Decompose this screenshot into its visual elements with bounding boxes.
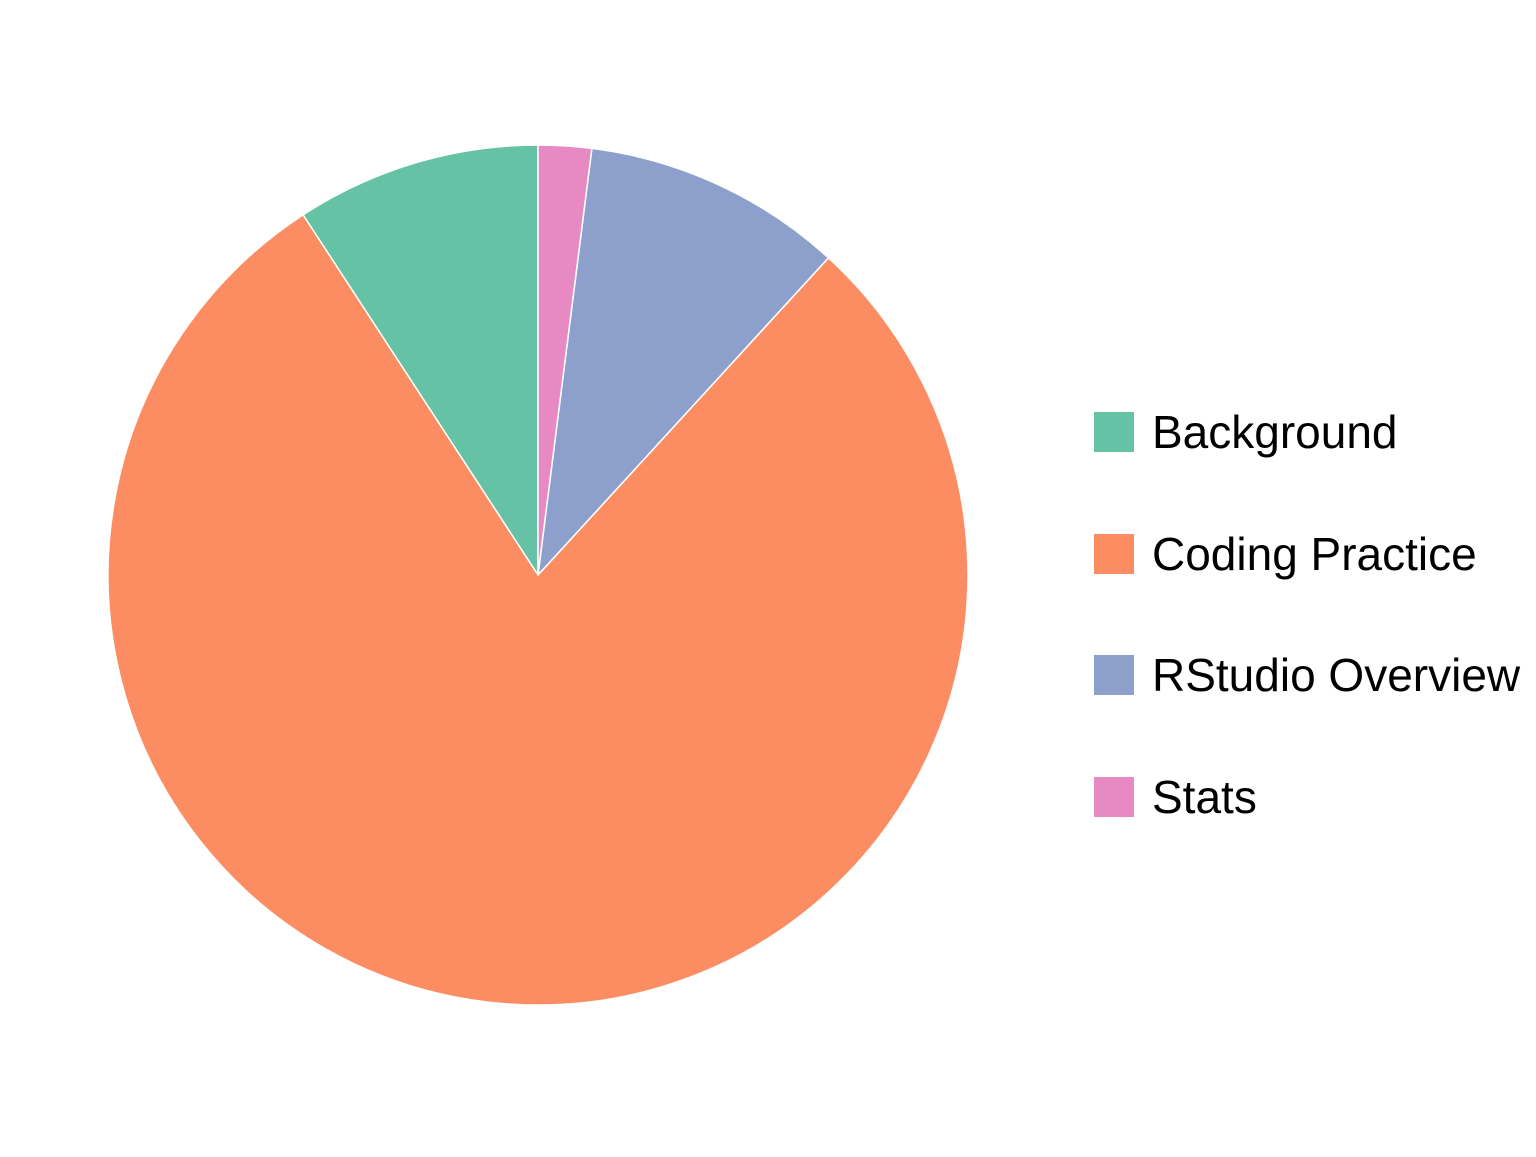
legend-label: RStudio Overview	[1152, 649, 1521, 701]
pie-slice-rstudio-overview	[537, 147, 830, 576]
legend: Background Coding Practice RStudio Overv…	[1094, 392, 1534, 878]
legend-label: Background	[1152, 406, 1398, 458]
legend-label: Stats	[1152, 770, 1257, 823]
legend-swatch	[1094, 533, 1134, 574]
legend-item-rstudio-overview: RStudio Overview	[1094, 635, 1534, 757]
legend-swatch	[1094, 776, 1134, 817]
legend-swatch	[1094, 412, 1134, 452]
legend-label: Coding Practice	[1152, 527, 1477, 580]
legend-item-background: Background	[1094, 392, 1534, 514]
legend-item-coding-practice: Coding Practice	[1094, 514, 1534, 636]
legend-item-stats: Stats	[1094, 757, 1534, 879]
pie-slice-background	[302, 144, 539, 576]
legend-swatch	[1094, 655, 1134, 695]
pie-slice-coding-practice	[107, 214, 969, 1006]
pie-slice-stats	[537, 144, 593, 576]
